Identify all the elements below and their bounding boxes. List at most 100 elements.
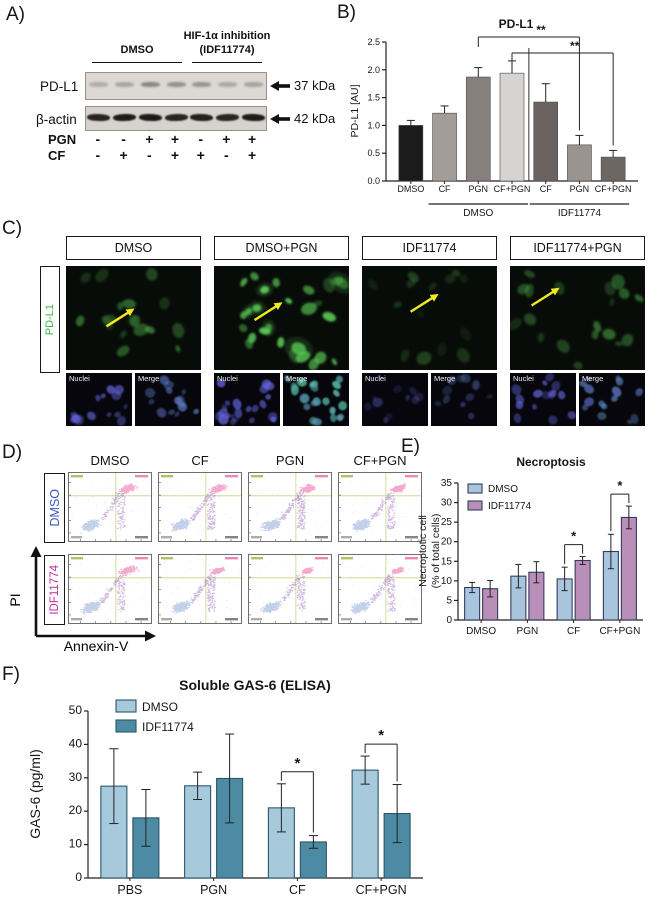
bactin-band: [241, 113, 265, 122]
bar-CF: [533, 101, 559, 182]
flow-axes: PI Annexin-V: [7, 546, 156, 654]
significance-bracket: [280, 771, 314, 833]
pdl1-channel-label-box: PD-L1: [40, 266, 60, 373]
svg-text:0: 0: [75, 870, 82, 884]
annotation-arrow: [530, 289, 556, 307]
quadrant-label-mark: [405, 536, 418, 539]
legend-swatch-DMSO: [467, 483, 483, 494]
quadrant-label-mark: [135, 475, 148, 478]
cf-sign-row: - + - + + - +: [85, 147, 265, 163]
treatment-sign: -: [224, 147, 229, 163]
significance-label: *: [571, 529, 577, 544]
annotation-arrow: [105, 310, 131, 328]
pdl1-band: [217, 82, 237, 87]
significance-bracket: [364, 743, 398, 782]
necroptosis-bar-chart: 0 5 10 15 20 25 30 35 Necroptosis Necroptotic cel…: [418, 455, 643, 637]
pdl1-fluorescence-image: [214, 266, 349, 370]
x-category-label: CF+PGN: [494, 184, 531, 194]
bar-IDF11774-CF: [574, 559, 591, 621]
pdl1-band: [192, 82, 212, 87]
merge-image-wrap: Merge: [431, 373, 497, 426]
legend-swatch-DMSO: [115, 699, 137, 713]
microscopy-column-IDF11774+PGN: IDF11774+PGN Nuclei Merge: [510, 236, 646, 428]
y-axis-label: Necroptotic cell: [418, 515, 429, 587]
legend-swatch-IDF11774: [467, 500, 483, 511]
nuclei-image: [510, 372, 576, 426]
merge-image: [135, 373, 201, 426]
left-arrow-icon: [270, 113, 290, 124]
nuclei-image-wrap: Nuclei: [66, 373, 132, 426]
pdl1-band: [140, 82, 160, 87]
group-dmso-label: DMSO: [120, 44, 154, 56]
error-bar: [193, 771, 203, 801]
bar-PGN: [465, 76, 491, 182]
microscopy-column-IDF11774: IDF11774 Nuclei Merge: [362, 236, 498, 428]
panel-d-label: D): [2, 442, 23, 463]
right-arrow-icon: [145, 630, 156, 642]
treatment-cf-label: CF: [48, 148, 66, 163]
significance-label: **: [536, 23, 546, 37]
flow-plot-IDF11774-PGN: [248, 554, 332, 624]
bar-DMSO-CF+PGN: [351, 769, 379, 879]
significance-bracket: [564, 544, 584, 565]
bactin-band: [164, 113, 188, 122]
svg-text:15: 15: [441, 556, 453, 567]
sub-image-label: Nuclei: [365, 374, 386, 383]
quadrant-label-mark: [251, 536, 262, 539]
legend-label: IDF11774: [488, 501, 532, 512]
x-category-label: PGN: [469, 184, 489, 194]
quadrant-label-mark: [225, 536, 238, 539]
merge-image-wrap: Merge: [283, 373, 349, 426]
svg-text:20: 20: [69, 803, 83, 817]
significance-label: *: [294, 755, 300, 772]
group-hif-inhibition-label-line2: (IDF11774): [199, 44, 255, 56]
treatment-sign: +: [119, 147, 128, 163]
error-bar: [625, 505, 632, 530]
microscopy-column-title: IDF11774+PGN: [510, 236, 645, 260]
group-hif-underline: [192, 62, 262, 63]
nuclei-image: [362, 373, 428, 426]
quadrant-label-mark: [405, 557, 418, 560]
quadrant-label-mark: [161, 557, 173, 560]
x-category-label: CF: [289, 883, 306, 897]
quadrant-label-mark: [341, 536, 352, 539]
nuclei-image-wrap: Nuclei: [362, 373, 428, 426]
treatment-pgn-label: PGN: [48, 132, 77, 147]
group-dmso-underline: [92, 62, 182, 63]
svg-text:10: 10: [441, 576, 453, 587]
error-bar: [607, 533, 614, 570]
flow-plot-DMSO-CF: [158, 472, 242, 542]
flow-col-title-cfpgn: CF+PGN: [353, 453, 407, 468]
flow-plot-IDF11774-DMSO: [68, 554, 152, 624]
x-category-label: CF: [439, 184, 451, 194]
error-bar: [575, 134, 584, 145]
error-bar: [141, 788, 151, 847]
chart-title: Necroptosis: [516, 455, 586, 469]
pdl1-fluorescence-image: [362, 266, 497, 370]
annexin-axis-label: Annexin-V: [64, 638, 129, 654]
quadrant-label-mark: [251, 618, 262, 621]
x-category-label: CF+PGN: [356, 883, 407, 897]
treatment-sign: -: [121, 131, 126, 147]
flow-plot-DMSO-PGN: [248, 472, 332, 542]
svg-text:1.0: 1.0: [367, 120, 380, 130]
error-bar: [225, 733, 235, 824]
flow-plot-DMSO-DMSO: [68, 472, 152, 542]
error-bar: [360, 755, 370, 785]
sub-image-label: Merge: [434, 374, 456, 383]
svg-text:30: 30: [441, 498, 453, 509]
svg-text:2.0: 2.0: [367, 65, 380, 75]
sub-image-label: Nuclei: [513, 374, 534, 383]
bar-CF+PGN: [600, 156, 626, 182]
error-bar: [487, 579, 494, 598]
quadrant-label-mark: [71, 557, 83, 560]
error-bar: [579, 556, 586, 565]
flow-row-label-box-dmso: DMSO: [44, 473, 65, 543]
pdl1-channel-label: PD-L1: [44, 303, 56, 336]
group-label: IDF11774: [558, 208, 602, 219]
quadrant-label-mark: [251, 475, 263, 478]
treatment-sign: -: [95, 147, 101, 163]
pdl1-fluorescence-image: [66, 266, 201, 370]
svg-text:5: 5: [446, 595, 452, 606]
quadrant-label-mark: [135, 536, 148, 539]
